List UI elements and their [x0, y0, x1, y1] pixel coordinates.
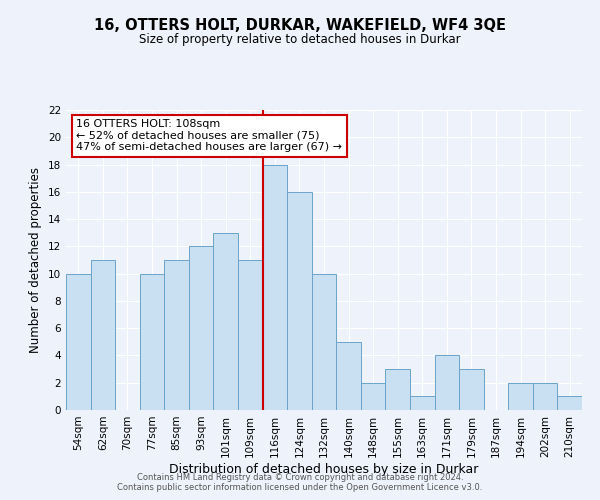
Bar [164, 260, 189, 410]
Bar [189, 246, 214, 410]
Text: Contains HM Land Registry data © Crown copyright and database right 2024.
Contai: Contains HM Land Registry data © Crown c… [118, 473, 482, 492]
Bar [459, 369, 484, 410]
Bar [263, 164, 287, 410]
Bar [238, 260, 263, 410]
Text: Size of property relative to detached houses in Durkar: Size of property relative to detached ho… [139, 32, 461, 46]
Y-axis label: Number of detached properties: Number of detached properties [29, 167, 43, 353]
Bar [91, 260, 115, 410]
Bar [66, 274, 91, 410]
Bar [434, 356, 459, 410]
Bar [557, 396, 582, 410]
Bar [214, 232, 238, 410]
Bar [385, 369, 410, 410]
Bar [508, 382, 533, 410]
Bar [287, 192, 312, 410]
Bar [312, 274, 336, 410]
X-axis label: Distribution of detached houses by size in Durkar: Distribution of detached houses by size … [169, 462, 479, 475]
Text: 16 OTTERS HOLT: 108sqm
← 52% of detached houses are smaller (75)
47% of semi-det: 16 OTTERS HOLT: 108sqm ← 52% of detached… [76, 119, 343, 152]
Bar [140, 274, 164, 410]
Bar [410, 396, 434, 410]
Bar [533, 382, 557, 410]
Bar [361, 382, 385, 410]
Bar [336, 342, 361, 410]
Text: 16, OTTERS HOLT, DURKAR, WAKEFIELD, WF4 3QE: 16, OTTERS HOLT, DURKAR, WAKEFIELD, WF4 … [94, 18, 506, 32]
